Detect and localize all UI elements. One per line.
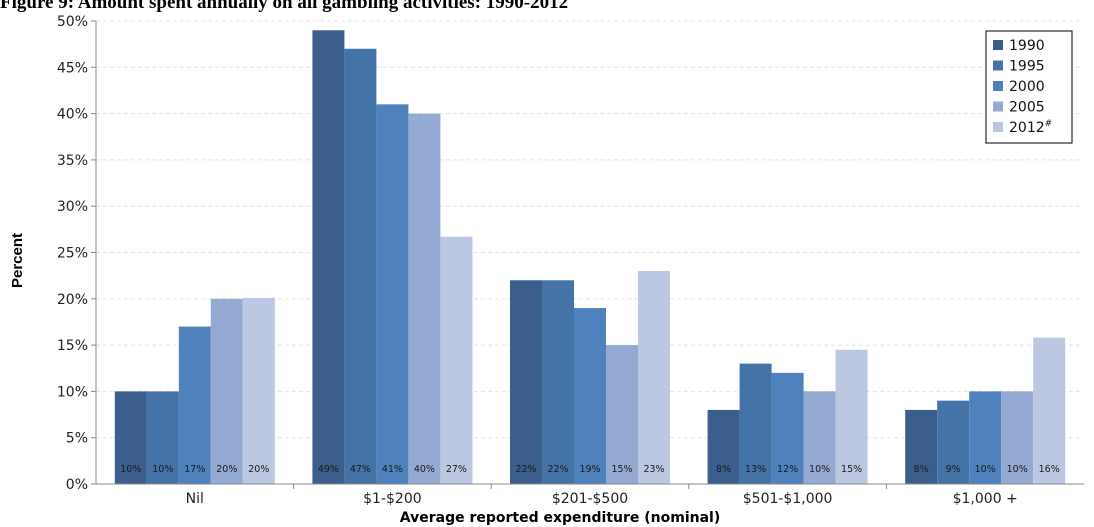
data-label: 8% <box>914 464 929 475</box>
x-tick-label: Nil <box>186 491 204 507</box>
bar-2012-3 <box>835 349 868 484</box>
bar-1990-4 <box>905 409 938 484</box>
data-label: 20% <box>248 464 269 475</box>
x-tick-label: $201-$500 <box>552 491 628 507</box>
data-label: 22% <box>547 464 568 475</box>
bar-2000-2 <box>574 308 606 484</box>
y-tick-label: 15% <box>57 338 88 354</box>
y-tick-label: 35% <box>57 153 88 169</box>
bar-1995-3 <box>739 363 772 484</box>
legend-label: 1990 <box>1009 38 1045 54</box>
y-tick-label: 50% <box>57 14 88 30</box>
data-label: 27% <box>446 464 467 475</box>
y-axis-label: Percent <box>9 233 26 288</box>
bar-2000-1 <box>376 104 409 484</box>
y-tick-label: 5% <box>66 431 88 447</box>
legend-label: 1995 <box>1009 59 1045 75</box>
data-label: 22% <box>515 464 536 475</box>
data-label: 12% <box>777 464 798 475</box>
x-tick-label: $1,000 + <box>953 491 1018 507</box>
legend-label: 2012# <box>1009 119 1052 136</box>
chart-title: Figure 9: Amount spent annually on all g… <box>0 0 569 13</box>
bar-2005-4 <box>1001 391 1034 484</box>
data-label: 23% <box>643 464 664 475</box>
legend-swatch <box>993 60 1003 71</box>
y-tick-label: 20% <box>57 292 88 308</box>
bar-2000-0 <box>178 326 211 484</box>
data-label: 13% <box>745 464 766 475</box>
data-labels: 10% 10% 17% 20% 20% 49% 47% 41% 40% 27% 22% 22% 19% 1… <box>120 464 1060 475</box>
y-tick-label: 40% <box>57 107 88 123</box>
data-label: 49% <box>318 464 339 475</box>
data-label: 41% <box>382 464 403 475</box>
bar-1995-4 <box>937 400 970 484</box>
y-tick-label: 25% <box>57 246 88 262</box>
bar-2012-1 <box>440 236 473 484</box>
legend-swatch <box>993 81 1003 91</box>
data-label: 10% <box>975 464 996 475</box>
x-axis-label: Average reported expenditure (nominal) <box>400 510 720 526</box>
bar-1995-2 <box>542 280 574 484</box>
data-label: 10% <box>1007 464 1028 475</box>
data-label: 20% <box>216 464 237 475</box>
bar-2000-3 <box>771 372 804 484</box>
data-label: 15% <box>611 464 632 475</box>
data-label: 10% <box>809 464 830 475</box>
legend-label: 2000 <box>1009 79 1045 95</box>
bar-2012-2 <box>638 271 670 484</box>
legend-swatch <box>993 40 1003 50</box>
y-tick-label: 30% <box>57 199 88 215</box>
bar-2005-1 <box>408 113 441 484</box>
legend-swatch <box>993 101 1003 112</box>
bar-2005-0 <box>210 298 243 484</box>
x-tick-label: $501-$1,000 <box>743 491 833 507</box>
bar-1990-3 <box>707 409 740 484</box>
data-label: 10% <box>152 464 173 475</box>
data-label: 40% <box>414 464 435 475</box>
data-label: 17% <box>184 464 205 475</box>
bar-2012-4 <box>1033 337 1066 484</box>
legend-label: 2005 <box>1009 100 1045 116</box>
x-axis-categories: Nil $1-$200 $201-$500 $501-$1,000 $1,000 + <box>186 484 1018 507</box>
bar-2005-2 <box>606 345 638 484</box>
bar-1990-0 <box>114 391 147 484</box>
y-tick-label: 10% <box>57 384 88 400</box>
bar-1995-0 <box>146 391 179 484</box>
data-label: 47% <box>350 464 371 475</box>
y-axis-ticks: 0% 5% 10% 15% 20% 25% 30% 35% 40% 45% 50% <box>57 14 96 493</box>
data-label: 9% <box>946 464 961 475</box>
y-tick-label: 45% <box>57 60 88 76</box>
bar-2000-4 <box>969 391 1002 484</box>
bars <box>114 30 1066 484</box>
bar-1990-2 <box>510 280 542 484</box>
bar-1990-1 <box>312 30 345 484</box>
bar-2012-0 <box>242 297 275 484</box>
data-label: 8% <box>716 464 731 475</box>
data-label: 19% <box>579 464 600 475</box>
x-tick-label: $1-$200 <box>363 491 422 507</box>
data-label: 15% <box>841 464 862 475</box>
bar-1995-1 <box>344 48 377 484</box>
y-tick-label: 0% <box>66 477 88 493</box>
data-label: 16% <box>1039 464 1060 475</box>
data-label: 10% <box>120 464 141 475</box>
legend: 1990 1995 2000 2005 2012# <box>985 30 1073 144</box>
legend-swatch <box>993 122 1003 132</box>
bar-2005-3 <box>803 391 836 484</box>
